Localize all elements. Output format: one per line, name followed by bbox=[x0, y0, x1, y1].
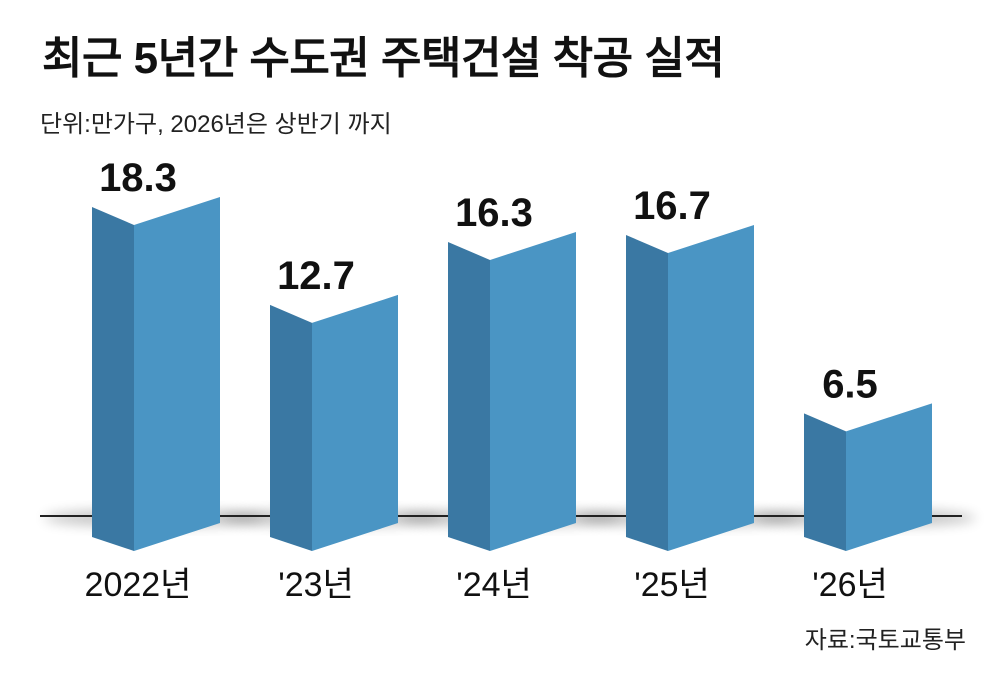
bar-front-face bbox=[134, 197, 220, 551]
bar-front-face bbox=[312, 294, 398, 551]
bar-front-face bbox=[846, 403, 932, 551]
bar bbox=[448, 231, 576, 552]
bar bbox=[626, 224, 754, 551]
value-labels-group: 18.3 12.7 16.3 16.7 6.5 bbox=[99, 156, 878, 406]
category-label: '26년 bbox=[812, 566, 888, 604]
bar-side-face bbox=[448, 241, 490, 552]
bar-top-face bbox=[626, 224, 754, 253]
bar-value-label: 18.3 bbox=[99, 156, 177, 200]
bar-side-face bbox=[92, 207, 134, 551]
category-label: '24년 bbox=[456, 566, 532, 604]
chart-title: 최근 5년간 수도권 주택건설 착공 실적 bbox=[42, 34, 725, 83]
bar-side-face bbox=[626, 234, 668, 551]
bar-side-face bbox=[804, 413, 846, 551]
chart-subtitle: 단위:만가구, 2026년은 상반기 까지 bbox=[40, 111, 392, 138]
bar-top-face bbox=[448, 231, 576, 260]
bar-front-face bbox=[668, 224, 754, 551]
category-label: '25년 bbox=[634, 566, 710, 604]
bar bbox=[270, 294, 398, 551]
source-note: 자료:국토교통부 bbox=[804, 627, 966, 654]
category-label: '23년 bbox=[278, 566, 354, 604]
bar-top-face bbox=[270, 294, 398, 323]
bars-group bbox=[92, 197, 932, 552]
bar-top-face bbox=[92, 197, 220, 225]
bar-front-face bbox=[490, 231, 576, 552]
category-labels-group: 2022년 '23년 '24년 '25년 '26년 bbox=[85, 566, 888, 604]
category-label: 2022년 bbox=[85, 566, 192, 604]
bar bbox=[92, 197, 220, 551]
bar bbox=[804, 403, 932, 551]
bar-value-label: 16.3 bbox=[455, 191, 533, 235]
bar-side-face bbox=[270, 304, 312, 551]
bar-value-label: 16.7 bbox=[633, 184, 711, 228]
bar-top-face bbox=[804, 403, 932, 432]
bar-value-label: 12.7 bbox=[277, 254, 355, 298]
bar-value-label: 6.5 bbox=[822, 362, 878, 406]
